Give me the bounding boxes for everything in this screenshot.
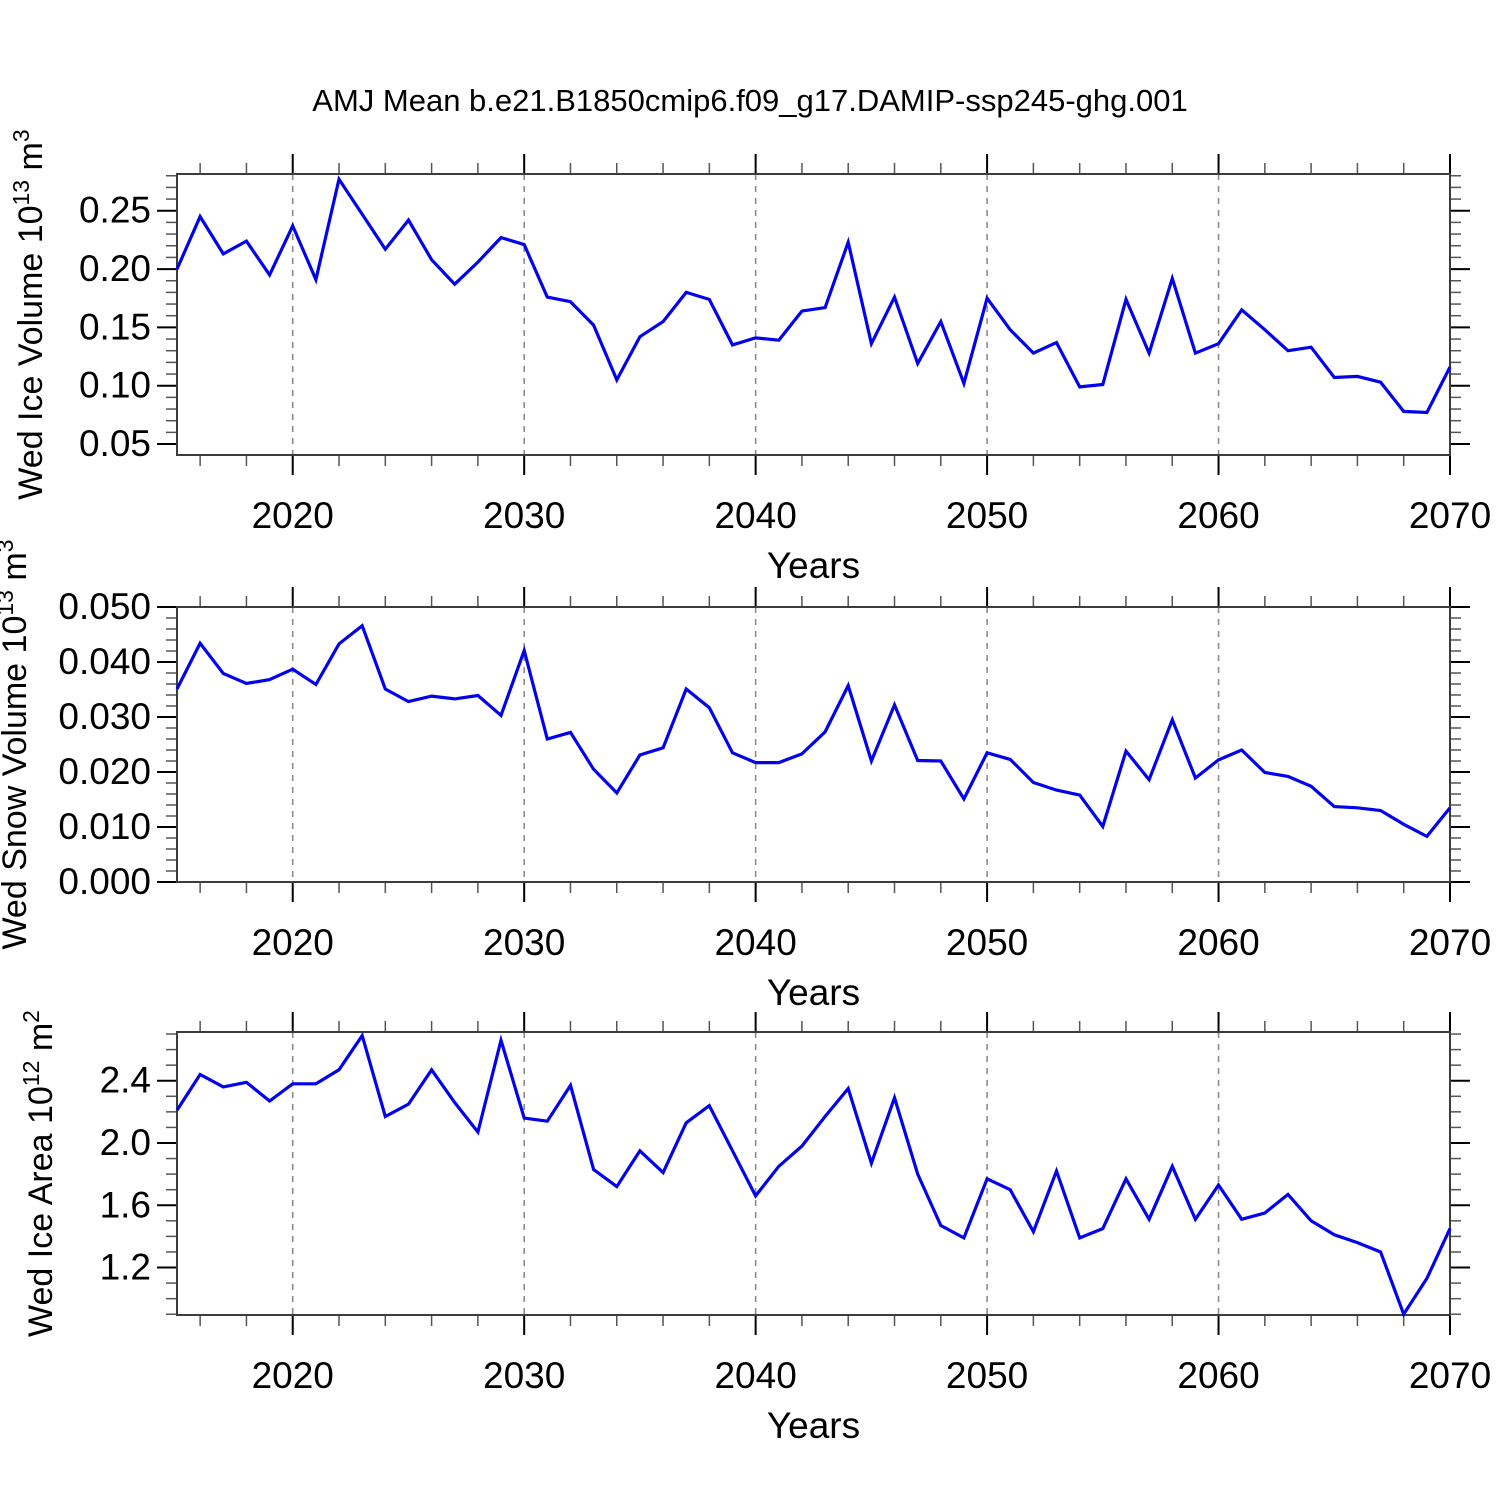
y-tick-label: 2.0 xyxy=(100,1122,151,1163)
y-axis-title-text: m xyxy=(22,1023,60,1061)
x-tick-label: 2030 xyxy=(483,495,565,536)
y-ticks: 0.05 0.10 0.15 0.20 0.25 xyxy=(79,174,1470,464)
x-tick-label: 2040 xyxy=(714,495,796,536)
y-tick-label: 0.000 xyxy=(58,861,151,902)
x-axis-title: Years xyxy=(767,1405,860,1446)
y-axis-title-text: Wed Ice Volume 10 xyxy=(12,205,50,499)
plot-box xyxy=(176,606,1451,883)
x-tick-label: 2030 xyxy=(483,1355,565,1396)
y-tick-label: 0.20 xyxy=(79,248,151,289)
x-tick-label: 2020 xyxy=(252,495,334,536)
x-tick-label: 2070 xyxy=(1409,495,1491,536)
gridlines xyxy=(291,607,1220,882)
x-tick-label: 2040 xyxy=(714,1355,796,1396)
y-tick-label: 2.4 xyxy=(100,1060,151,1101)
x-tick-label: 2040 xyxy=(714,922,796,963)
y-tick-label: 0.040 xyxy=(58,641,151,682)
chart-title: AMJ Mean b.e21.B1850cmip6.f09_g17.DAMIP-… xyxy=(312,83,1188,118)
x-tick-label: 2070 xyxy=(1409,1355,1491,1396)
series-line-ice-area xyxy=(175,1031,1452,1318)
x-tick-label: 2020 xyxy=(252,922,334,963)
y-axis-title: Wed Snow Volume 1013 m3 xyxy=(0,539,34,949)
y-axis-title-text: m xyxy=(12,142,50,180)
y-axis-title-text: m xyxy=(0,552,34,590)
x-ticks xyxy=(199,1012,1451,1335)
y-axis-title-text: Wed Snow Volume 10 xyxy=(0,616,34,950)
x-tick-label: 2060 xyxy=(1177,495,1259,536)
y-tick-label: 1.2 xyxy=(100,1247,151,1288)
plot-box xyxy=(176,1031,1451,1316)
y-axis-title-sup: 12 xyxy=(18,1061,44,1087)
y-tick-label: 0.15 xyxy=(79,306,151,347)
x-tick-label: 2030 xyxy=(483,922,565,963)
y-tick-label: 0.10 xyxy=(79,365,151,406)
panel-ice-area: 1.2 1.6 2.0 2.4 2020 2030 2040 2050 2060 2070 Year… xyxy=(18,1010,1491,1446)
gridlines xyxy=(291,174,1220,455)
x-ticks xyxy=(199,154,1451,475)
plot-box xyxy=(176,173,1451,456)
x-tick-label: 2060 xyxy=(1177,1355,1259,1396)
x-tick-label: 2050 xyxy=(946,922,1028,963)
y-tick-label: 0.25 xyxy=(79,190,151,231)
y-axis-title-sup: 3 xyxy=(8,129,34,142)
y-axis-title-sup: 13 xyxy=(0,590,18,616)
y-tick-label: 0.030 xyxy=(58,696,151,737)
panel-snow-volume: 0.000 0.010 0.020 0.030 0.040 0.050 2020 2030 20… xyxy=(0,539,1491,1013)
y-ticks: 0.000 0.010 0.020 0.030 0.040 0.050 xyxy=(58,586,1470,902)
x-tick-label: 2060 xyxy=(1177,922,1259,963)
series-line-ice-volume xyxy=(175,175,1452,415)
x-ticks xyxy=(199,587,1451,902)
x-tick-label: 2050 xyxy=(946,1355,1028,1396)
y-tick-label: 0.020 xyxy=(58,751,151,792)
gridlines xyxy=(291,1032,1220,1315)
y-tick-label: 0.050 xyxy=(58,586,151,627)
series-line-snow-volume xyxy=(175,623,1452,839)
x-axis-title: Years xyxy=(767,972,860,1013)
y-axis-title: Wed Ice Volume 1013 m3 xyxy=(8,129,50,499)
y-axis-title-text: Wed Ice Area 10 xyxy=(22,1086,60,1337)
x-tick-label: 2050 xyxy=(946,495,1028,536)
y-tick-label: 0.010 xyxy=(58,806,151,847)
y-tick-label: 0.05 xyxy=(79,423,151,464)
y-axis-title-sup: 3 xyxy=(0,539,18,552)
y-axis-title-sup: 2 xyxy=(18,1010,44,1023)
y-tick-label: 1.6 xyxy=(100,1184,151,1225)
x-axis-title: Years xyxy=(767,545,860,586)
panel-ice-volume: 0.05 0.10 0.15 0.20 0.25 2020 2030 2040 2050 2060… xyxy=(8,129,1491,586)
x-tick-label: 2070 xyxy=(1409,922,1491,963)
y-ticks: 1.2 1.6 2.0 2.4 xyxy=(100,1033,1470,1315)
x-tick-label: 2020 xyxy=(252,1355,334,1396)
y-axis-title: Wed Ice Area 1012 m2 xyxy=(18,1010,60,1337)
y-axis-title-sup: 13 xyxy=(8,180,34,206)
